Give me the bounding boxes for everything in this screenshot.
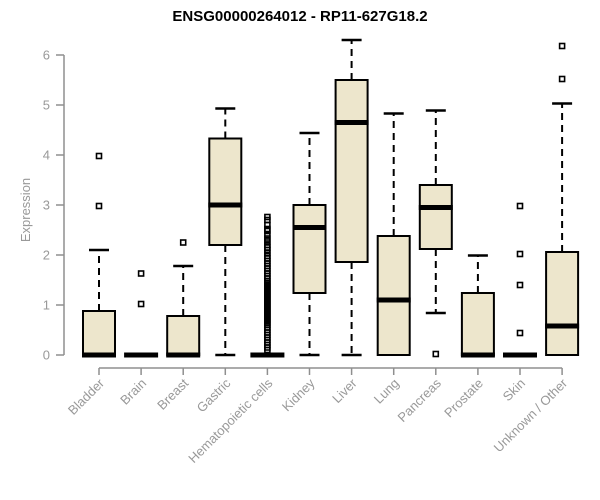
x-category-label-prostate: Prostate <box>441 376 486 421</box>
boxplot-gastric-box <box>208 137 243 246</box>
boxplot-brain-outlier-point <box>137 270 145 277</box>
boxplot-lung-box <box>376 235 411 356</box>
boxplot-bladder-box <box>82 310 116 356</box>
x-category-label-kidney: Kidney <box>279 375 318 414</box>
boxplot-prostate-median <box>460 352 495 358</box>
boxplot-liver-median <box>334 120 369 125</box>
boxplot-skin-outlier-point <box>516 250 524 258</box>
x-category-label-brain: Brain <box>117 376 149 408</box>
y-tick-label: 2 <box>43 248 50 263</box>
boxplot-breast-box <box>166 315 201 356</box>
x-category-label-pancreas: Pancreas <box>394 375 444 425</box>
x-category-label-liver: Liver <box>329 375 360 406</box>
boxplot-hematopoietic-cells-outlier-point <box>264 227 271 235</box>
boxplot-breast-median <box>166 352 201 358</box>
boxplot-unknown-other-median <box>545 323 580 329</box>
x-category-label-breast: Breast <box>154 375 191 412</box>
y-tick-label: 1 <box>43 298 50 313</box>
boxplot-lung-median <box>376 297 411 303</box>
boxplot-unknown-other-box <box>545 251 580 356</box>
boxplot-bladder-median <box>82 352 116 358</box>
y-tick-label: 6 <box>43 48 50 63</box>
boxplot-kidney-box <box>292 204 327 294</box>
boxplot-pancreas-box <box>418 184 453 250</box>
y-tick-label: 4 <box>43 148 50 163</box>
boxplot-hematopoietic-cells-outlier-point <box>264 221 271 229</box>
chart-title: ENSG00000264012 - RP11-627G18.2 <box>172 8 428 25</box>
y-tick-label: 0 <box>43 348 50 363</box>
boxplot-unknown-other-outlier-point <box>558 42 566 50</box>
boxplot-pancreas-median <box>418 205 453 210</box>
y-tick-label: 3 <box>43 198 50 213</box>
x-category-label-bladder: Bladder <box>65 375 108 418</box>
boxplot-hematopoietic-cells-outlier-point <box>264 346 271 354</box>
x-category-label-unknown-other: Unknown / Other <box>491 375 571 455</box>
boxplot-hematopoietic-cells-median <box>250 352 285 358</box>
y-tick-label: 5 <box>43 98 50 113</box>
boxplot-skin-outlier-point <box>516 202 524 210</box>
boxplot-skin-median <box>503 352 537 358</box>
boxplot-gastric-median <box>208 202 243 208</box>
boxplot-breast-outlier-point <box>179 239 187 246</box>
boxplot-brain-outlier-point <box>137 300 145 308</box>
boxplot-hematopoietic-cells-outlier-point <box>264 231 271 239</box>
boxplot-pancreas-outlier-point <box>432 350 440 358</box>
boxplot-bladder-outlier-point <box>95 152 103 160</box>
boxplot-brain-median <box>124 352 159 358</box>
boxplot-skin-outlier-point <box>516 281 524 289</box>
boxplot-kidney-median <box>292 225 327 230</box>
boxplot-hematopoietic-cells-outlier-point <box>264 238 271 245</box>
boxplot-unknown-other-outlier-point <box>558 75 566 83</box>
boxplot-skin-outlier-point <box>516 329 524 337</box>
boxplot-prostate-box <box>460 292 495 356</box>
x-category-label-gastric: Gastric <box>194 375 234 415</box>
boxplot-liver-box <box>334 79 369 263</box>
boxplot-bladder-outlier-point <box>95 202 103 210</box>
x-category-label-skin: Skin <box>500 376 528 404</box>
x-category-label-lung: Lung <box>371 376 402 407</box>
